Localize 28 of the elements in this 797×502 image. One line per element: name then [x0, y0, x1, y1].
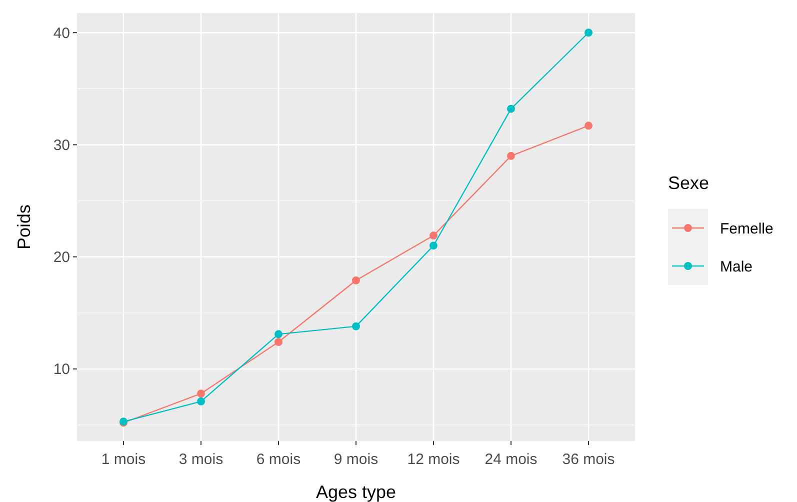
x-axis-title: Ages type — [316, 482, 396, 502]
legend-title: Sexe — [668, 173, 710, 193]
x-tick-label: 12 mois — [407, 451, 460, 468]
x-tick-label: 36 mois — [562, 451, 615, 468]
x-tick-label: 9 mois — [334, 451, 378, 468]
point — [197, 397, 205, 406]
point — [430, 232, 438, 240]
point — [352, 322, 360, 330]
y-tick-label: 20 — [53, 249, 70, 266]
x-tick-label: 3 mois — [178, 451, 224, 468]
point — [352, 276, 360, 284]
y-tick-label: 10 — [53, 361, 70, 378]
y-axis-title: Poids — [14, 204, 34, 250]
legend-label: Femelle — [720, 220, 774, 238]
legend-label: Male — [720, 258, 753, 276]
point — [274, 338, 282, 346]
point — [507, 152, 515, 160]
x-tick-label: 1 mois — [101, 451, 146, 468]
x-tick-label: 6 mois — [256, 451, 301, 468]
x-tick-label: 24 mois — [484, 451, 538, 468]
y-tick-label: 30 — [53, 136, 70, 154]
point — [584, 28, 592, 37]
point — [274, 330, 282, 338]
point — [430, 242, 438, 250]
point — [584, 122, 592, 130]
point — [197, 390, 205, 398]
point — [507, 104, 515, 113]
y-tick-label: 40 — [53, 24, 70, 42]
